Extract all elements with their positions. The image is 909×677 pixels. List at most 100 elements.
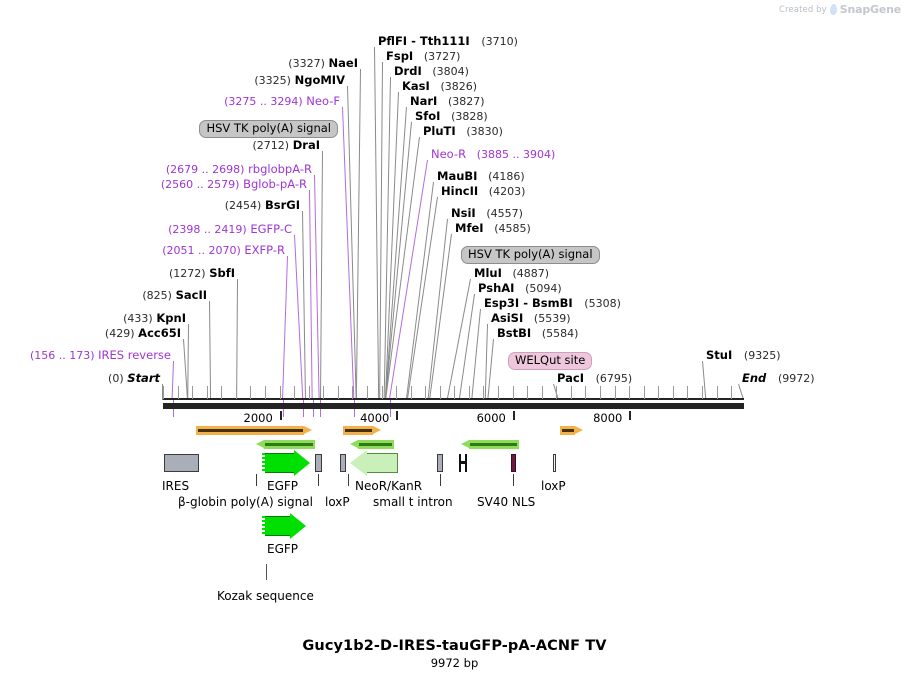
feature-label-kozak: Kozak sequence [217, 589, 314, 603]
leader-line-bstbi [487, 338, 494, 400]
label-hsv-tk-polya-1[interactable]: HSV TK poly(A) signal [199, 117, 338, 138]
feature-stem-small-t-intron [440, 474, 441, 486]
ruler-minor-tick [512, 386, 514, 399]
label-start[interactable]: (0) Start [108, 371, 160, 385]
primer-arrow-p2[interactable] [343, 426, 381, 435]
label-paci[interactable]: PacI (6795) [557, 371, 633, 385]
ruler-minor-tick [294, 386, 296, 399]
label-ngomiv[interactable]: (3325) NgoMIV [254, 73, 345, 87]
label-nari[interactable]: NarI (3827) [410, 94, 485, 108]
ruler-minor-tick [323, 386, 325, 399]
feature-loxp-1-box[interactable] [315, 454, 322, 472]
ruler-minor-tick [192, 386, 194, 399]
ruler-minor-tick [585, 386, 587, 399]
feature-ires-box[interactable] [164, 454, 199, 472]
ruler-minor-tick [672, 386, 674, 399]
ruler-top-line [163, 398, 744, 400]
label-rbglobpa-r[interactable]: (2679 .. 2698) rbglobpA-R [165, 162, 312, 176]
feature-label-ires: IRES [162, 479, 190, 493]
label-maubi[interactable]: MauBI (4186) [437, 169, 525, 183]
feature-hmarker-icon[interactable] [459, 454, 467, 472]
label-fspi[interactable]: FspI (3727) [386, 49, 461, 63]
ruler-minor-tick [629, 386, 631, 399]
feature-loxp-2-box[interactable] [340, 454, 346, 472]
feature-loxp-3-box[interactable] [553, 454, 556, 472]
label-asisi[interactable]: AsiSI (5539) [491, 311, 571, 325]
ruler-minor-tick [221, 386, 223, 399]
label-bstbi[interactable]: BstBI (5584) [497, 326, 579, 340]
label-neo-f[interactable]: (3275 .. 3294) Neo-F [224, 94, 340, 108]
ruler-minor-tick [265, 386, 266, 399]
feature-label-neor-kanr: NeoR/KanR [355, 479, 423, 493]
label-mfei[interactable]: MfeI (4585) [455, 221, 531, 235]
label-naei[interactable]: (3327) NaeI [288, 56, 358, 70]
label-egfp-c[interactable]: (2398 .. 2419) EGFP-C [168, 222, 292, 236]
feature-small-t-intron-box[interactable] [437, 454, 443, 472]
feature-label-loxp-3: loxP [541, 479, 566, 493]
label-kpni[interactable]: (433) KpnI [123, 311, 186, 325]
ruler-minor-tick [541, 386, 543, 399]
primer-arrow-p3[interactable] [560, 426, 583, 435]
label-exfp-r[interactable]: (2051 .. 2070) EXFP-R [162, 243, 285, 257]
label-sfoi[interactable]: SfoI (3828) [415, 109, 488, 123]
label-stui[interactable]: StuI (9325) [706, 348, 781, 362]
leader-line-mfei [429, 233, 452, 399]
label-end[interactable]: End (9972) [742, 371, 815, 385]
ruler-minor-tick [643, 386, 645, 399]
ruler-minor-tick [570, 386, 572, 399]
ruler-minor-tick [250, 386, 252, 399]
label-bsrgi[interactable]: (2454) BsrGI [224, 198, 300, 212]
primer-arrow-p6[interactable] [461, 440, 519, 449]
leader-line-naei [355, 68, 361, 399]
label-pluti[interactable]: PluTI (3830) [423, 124, 503, 138]
feature-egfp-2-arrow[interactable] [262, 513, 307, 539]
feature-sv40-nls-box[interactable] [511, 454, 516, 472]
ruler-tick-label: 2000 [243, 411, 273, 425]
ruler-minor-tick [614, 386, 616, 399]
ruler-major-tick [512, 411, 515, 420]
ruler-minor-tick [337, 386, 339, 399]
feature-label-egfp-2: EGFP [267, 542, 299, 556]
primer-arrow-p4[interactable] [256, 440, 315, 449]
label-welqut-site[interactable]: WELQut site [508, 349, 593, 370]
label-sbfi[interactable]: (1272) SbfI [168, 266, 235, 280]
feature-stem-bglobin [256, 474, 257, 486]
droplet-icon [829, 4, 838, 15]
leader-line-exfp-r [282, 255, 288, 400]
label-ires-reverse[interactable]: (156 .. 173) IRES reverse [29, 348, 171, 362]
feature-egfp-arrow[interactable] [262, 450, 310, 476]
label-hsv-tk-polya-2[interactable]: HSV TK poly(A) signal [461, 243, 600, 264]
feature-neor-kanr-arrow[interactable] [348, 450, 398, 476]
leader-line-fspi [379, 61, 383, 399]
ruler-minor-tick [701, 386, 703, 399]
ruler-minor-tick [439, 386, 441, 399]
feature-label-small-t-intron: small t intron [373, 495, 453, 509]
ruler-minor-tick [163, 386, 164, 399]
ruler-minor-tick [687, 386, 689, 399]
label-sacii[interactable]: (825) SacII [142, 288, 207, 302]
label-hincii[interactable]: HincII (4203) [441, 184, 526, 198]
feature-stem-loxp-1 [318, 474, 319, 486]
ruler-bar [163, 403, 744, 409]
ruler-minor-tick [716, 386, 718, 399]
feature-stem-kozak [266, 564, 267, 580]
label-pshai[interactable]: PshAI (5094) [478, 281, 562, 295]
ruler-minor-tick [425, 386, 427, 399]
label-kasi[interactable]: KasI (3826) [402, 79, 478, 93]
label-drai[interactable]: (2712) DraI [252, 138, 321, 152]
label-nsii[interactable]: NsiI (4557) [451, 206, 523, 220]
watermark-prefix: Created by [778, 4, 827, 15]
label-drdi[interactable]: DrdI (3804) [394, 64, 469, 78]
label-esp3i-bsmbi[interactable]: Esp3I - BsmBI (5308) [484, 296, 621, 310]
label-neo-r[interactable]: Neo-R (3885 .. 3904) [431, 147, 556, 161]
ruler-tick-label: 4000 [360, 411, 390, 425]
leader-line-kpni [187, 323, 189, 399]
ruler-minor-tick [658, 386, 660, 399]
primer-arrow-p5[interactable] [350, 440, 394, 449]
label-pflfi-tth111i[interactable]: PflFI - Tth111I (3710) [378, 34, 518, 48]
label-bglob-pa-r[interactable]: (2560 .. 2579) Bglob-pA-R [160, 177, 307, 191]
label-mlui[interactable]: MluI (4887) [474, 266, 550, 280]
leader-line-sacii [209, 300, 212, 400]
primer-arrow-p1[interactable] [196, 426, 312, 435]
label-acc65i[interactable]: (429) Acc65I [104, 326, 181, 340]
